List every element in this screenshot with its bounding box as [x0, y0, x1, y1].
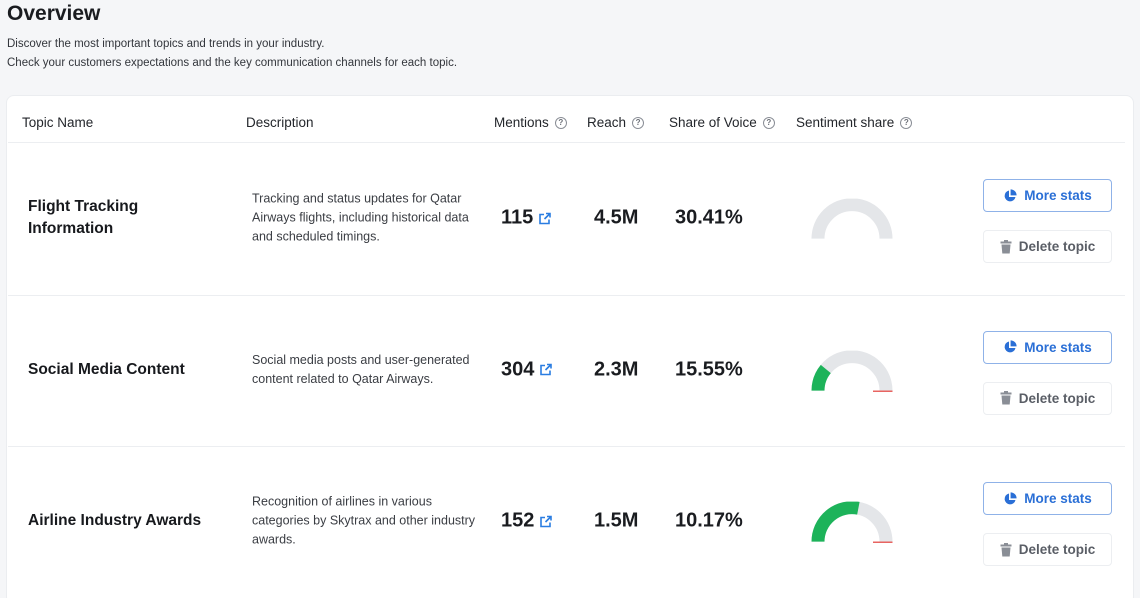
external-link-icon[interactable] — [538, 211, 552, 225]
mentions-count: 152 — [501, 509, 535, 532]
delete-topic-button[interactable]: Delete topic — [983, 381, 1112, 415]
header-topic-name: Topic Name — [22, 115, 93, 130]
header-label: Share of Voice — [669, 115, 757, 130]
topic-description: Tracking and status updates for Qatar Ai… — [252, 191, 469, 244]
header-share-of-voice: Share of Voice ? — [669, 115, 775, 130]
reach-value: 1.5M — [594, 509, 639, 532]
table-row: Airline Industry Awards Recognition of a… — [7, 446, 1133, 596]
table-divider — [8, 446, 1125, 447]
help-circle-icon[interactable]: ? — [632, 116, 645, 129]
more-stats-button[interactable]: More stats — [983, 330, 1112, 364]
more-stats-label: More stats — [1024, 188, 1092, 203]
topic-name: Airline Industry Awards — [28, 512, 202, 529]
external-link-icon[interactable] — [539, 514, 553, 528]
gauge-positive-arc — [811, 501, 860, 543]
gauge-neutral-arc — [811, 198, 893, 240]
header-description: Description — [246, 115, 314, 130]
sentiment-gauge — [811, 501, 893, 543]
table-divider — [8, 142, 1125, 143]
mentions-count: 304 — [501, 358, 535, 380]
header-label: Topic Name — [22, 115, 94, 130]
trash-icon — [1000, 542, 1012, 556]
topic-description: Social media posts and user-generated co… — [252, 352, 470, 386]
header-sentiment-share: Sentiment share ? — [796, 115, 913, 130]
reach-value: 2.3M — [594, 358, 639, 380]
more-stats-label: More stats — [1024, 491, 1092, 506]
trash-icon — [1000, 391, 1012, 405]
topics-table-card: Topic Name Description Mentions ? Reach … — [6, 95, 1134, 598]
mentions-value: 115 — [501, 207, 552, 230]
table-row: Flight Tracking Information Tracking and… — [7, 143, 1133, 293]
gauge-positive-arc — [811, 364, 832, 391]
help-circle-icon[interactable]: ? — [762, 116, 775, 129]
trash-icon — [1000, 239, 1012, 253]
pie-chart-icon — [1004, 491, 1017, 504]
page-subtitle-2: Check your customers expectations and th… — [7, 57, 458, 69]
header-label: Sentiment share — [796, 115, 895, 130]
header-label: Description — [246, 115, 314, 130]
help-circle-icon[interactable]: ? — [554, 116, 567, 129]
delete-topic-button[interactable]: Delete topic — [983, 230, 1112, 263]
share-of-voice-value: 15.55% — [675, 358, 743, 380]
pie-chart-icon — [1004, 188, 1017, 201]
topic-name: Social Media Content — [28, 360, 185, 378]
help-circle-icon[interactable]: ? — [900, 116, 913, 129]
table-row: Social Media Content Social media posts … — [7, 295, 1133, 445]
topic-description: Recognition of airlines in various categ… — [252, 494, 476, 547]
delete-topic-label: Delete topic — [1018, 239, 1096, 254]
share-of-voice-value: 30.41% — [675, 206, 743, 229]
topic-name: Flight Tracking Information — [28, 198, 139, 237]
mentions-count: 115 — [501, 206, 534, 229]
reach-value: 4.5M — [594, 206, 639, 229]
pie-chart-icon — [1004, 340, 1017, 353]
sentiment-gauge — [811, 198, 893, 240]
delete-topic-label: Delete topic — [1018, 390, 1096, 406]
page-subtitle-1: Discover the most important topics and t… — [7, 38, 325, 50]
more-stats-button[interactable]: More stats — [983, 482, 1112, 515]
mentions-value: 152 — [501, 510, 553, 533]
table-divider — [8, 294, 1125, 296]
header-label: Mentions — [494, 115, 549, 130]
more-stats-button[interactable]: More stats — [983, 179, 1112, 212]
delete-topic-button[interactable]: Delete topic — [983, 533, 1112, 566]
header-mentions: Mentions ? — [494, 115, 567, 130]
header-reach: Reach ? — [587, 115, 645, 130]
share-of-voice-value: 10.17% — [675, 509, 743, 532]
more-stats-label: More stats — [1024, 339, 1092, 355]
mentions-value: 304 — [501, 358, 553, 381]
header-label: Reach — [587, 115, 627, 130]
page-title: Overview — [7, 2, 101, 25]
external-link-icon[interactable] — [539, 363, 553, 377]
delete-topic-label: Delete topic — [1018, 542, 1096, 557]
sentiment-gauge — [811, 350, 893, 392]
